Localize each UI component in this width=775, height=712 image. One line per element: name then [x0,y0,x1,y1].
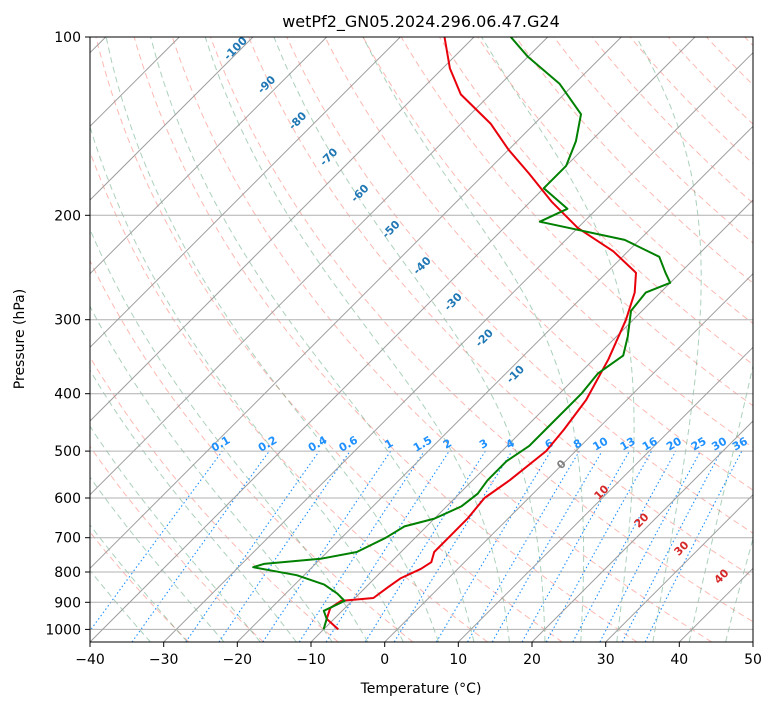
x-tick-label: 0 [380,652,389,668]
x-tick-label: 40 [670,652,688,668]
y-tick-label: 500 [54,444,81,460]
x-tick-label: 50 [744,652,762,668]
y-tick-label: 400 [54,387,81,403]
y-tick-label: 600 [54,491,81,507]
y-tick-label: 1000 [45,622,81,638]
y-tick-label: 900 [54,595,81,611]
x-tick-label: 20 [523,652,541,668]
x-tick-label: −20 [223,652,253,668]
y-tick-label: 800 [54,565,81,581]
y-tick-label: 700 [54,531,81,547]
x-tick-label: −30 [149,652,179,668]
x-tick-label: 10 [449,652,467,668]
chart-title: wetPf2_GN05.2024.296.06.47.G24 [282,12,560,32]
x-tick-label: −10 [296,652,326,668]
x-tick-label: −40 [75,652,105,668]
y-tick-label: 100 [54,30,81,46]
y-axis-label: Pressure (hPa) [12,289,28,389]
x-tick-label: 30 [597,652,615,668]
x-axis-label: Temperature (°C) [360,681,482,697]
y-tick-label: 300 [54,313,81,329]
y-tick-label: 200 [54,208,81,224]
